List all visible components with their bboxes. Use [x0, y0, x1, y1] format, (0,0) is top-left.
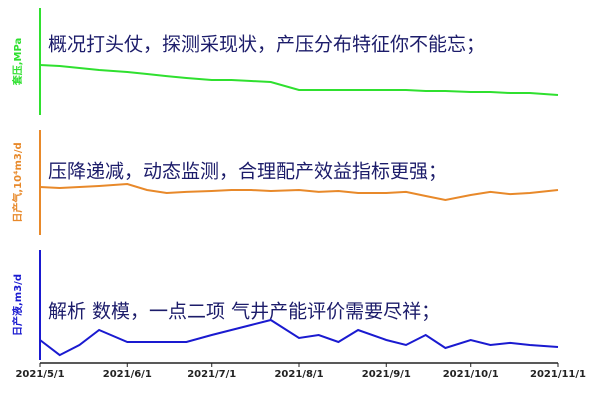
x-tick-label: 2021/7/1 — [187, 369, 236, 380]
x-tick-label: 2021/5/1 — [15, 369, 64, 380]
data-line — [39, 182, 559, 202]
x-tick-label: 2021/11/1 — [530, 369, 586, 380]
data-line — [39, 64, 559, 96]
x-tick-label: 2021/9/1 — [362, 369, 411, 380]
x-tick-label: 2021/6/1 — [103, 369, 152, 380]
data-line — [39, 318, 559, 357]
y-axis-label: 套压,MPa — [11, 38, 24, 87]
x-tick-label: 2021/8/1 — [274, 369, 323, 380]
y-axis-label: 日产液,m3/d — [11, 274, 24, 336]
x-tick-label: 2021/10/1 — [443, 369, 499, 380]
annotation: 概况打头仗，探测采现状，产压分布特征你不能忘； — [48, 34, 485, 56]
y-axis-label: 日产气,10⁴m3/d — [11, 142, 24, 222]
annotation: 解析 数模，一点二项 气井产能评价需要尽祥； — [48, 301, 440, 323]
annotation: 压降递减，动态监测，合理配产效益指标更强； — [48, 161, 447, 183]
